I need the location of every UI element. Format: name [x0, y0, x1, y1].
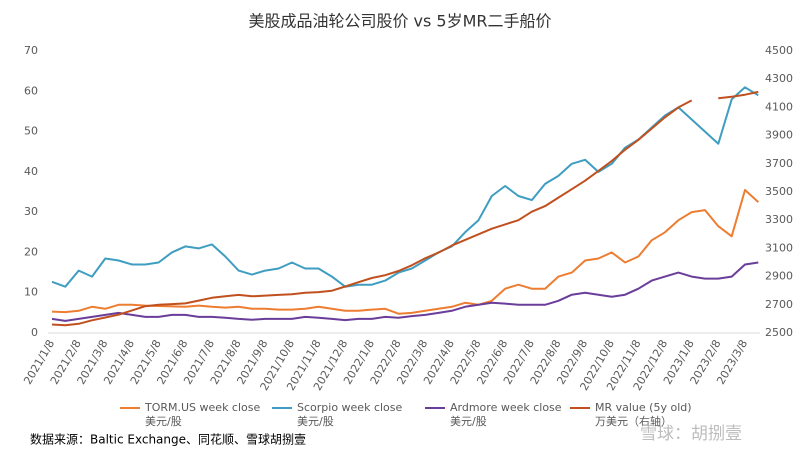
y-tick-label: 60 [24, 84, 38, 97]
y-tick-label: 20 [24, 245, 38, 258]
series-line [51, 261, 759, 322]
y2-tick-label: 2900 [765, 270, 793, 283]
y-tick-label: 0 [31, 326, 38, 339]
legend-label: Scorpio week close [297, 401, 403, 414]
y2-tick-label: 3300 [765, 213, 793, 226]
legend-label: Ardmore week close [450, 401, 562, 414]
legend-label: MR value (5y old) [595, 401, 692, 414]
watermark: 雪球：胡捌壹 [640, 424, 742, 444]
legend-unit: 美元/股 [297, 415, 334, 428]
y2-tick-label: 3700 [765, 157, 793, 170]
y-tick-label: 30 [24, 205, 38, 218]
chart-title: 美股成品油轮公司股价 vs 5岁MR二手船价 [248, 12, 551, 31]
y-tick-label: 40 [24, 165, 38, 178]
legend-unit: 美元/股 [145, 415, 182, 428]
series-line [718, 90, 759, 100]
y-tick-label: 50 [24, 125, 38, 138]
series-line [51, 99, 693, 327]
series-line [51, 189, 759, 315]
y2-tick-label: 4100 [765, 100, 793, 113]
y2-tick-label: 3100 [765, 241, 793, 254]
y-tick-label: 10 [24, 286, 38, 299]
y2-tick-label: 3500 [765, 185, 793, 198]
y2-tick-label: 2500 [765, 326, 793, 339]
y-tick-label: 70 [24, 44, 38, 57]
y2-tick-label: 3900 [765, 129, 793, 142]
y2-tick-label: 2700 [765, 298, 793, 311]
source-note: 数据来源：Baltic Exchange、同花顺、雪球胡捌壹 [30, 432, 306, 447]
legend-unit: 美元/股 [450, 415, 487, 428]
legend-label: TORM.US week close [144, 401, 261, 414]
y2-tick-label: 4500 [765, 44, 793, 57]
series-line [51, 86, 759, 288]
legend-unit: 万美元（右轴） [595, 414, 672, 428]
y2-tick-label: 4300 [765, 72, 793, 85]
